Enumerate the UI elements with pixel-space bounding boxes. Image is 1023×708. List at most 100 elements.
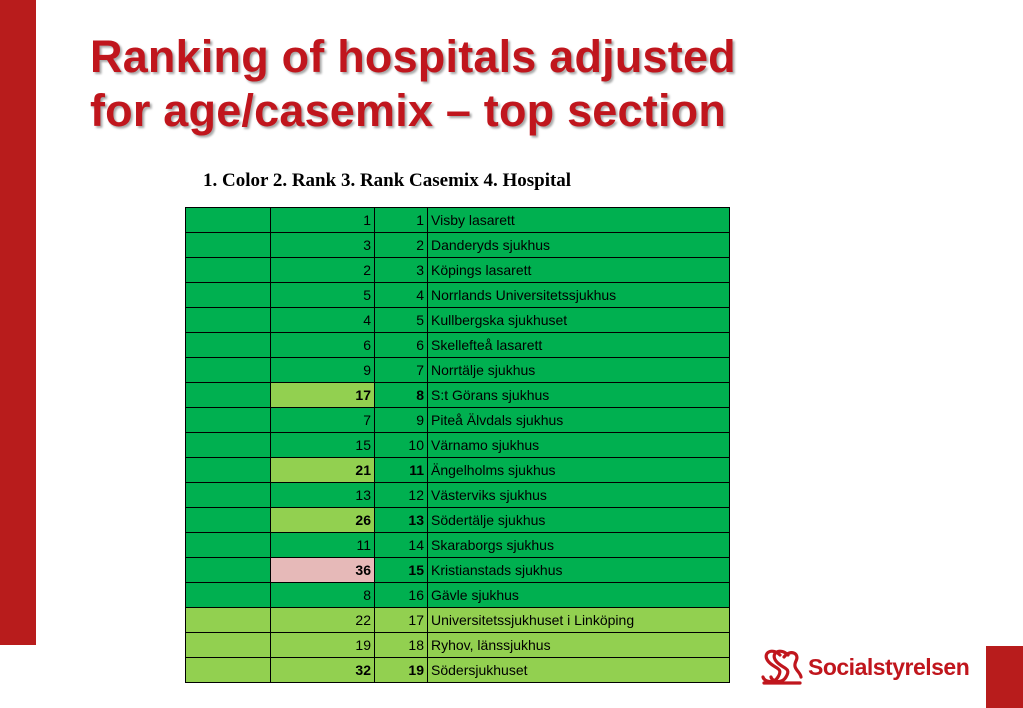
hospital-cell: Kristianstads sjukhus bbox=[427, 557, 730, 583]
rank-casemix-cell: 13 bbox=[374, 507, 428, 533]
rank-cell: 4 bbox=[270, 307, 375, 333]
table-row: 32 19 Södersjukhuset bbox=[185, 657, 730, 683]
table-row: 13 12 Västerviks sjukhus bbox=[185, 482, 730, 508]
table-row: 3 2 Danderyds sjukhus bbox=[185, 232, 730, 258]
rank-casemix-cell: 18 bbox=[374, 632, 428, 658]
hospital-cell: Ängelholms sjukhus bbox=[427, 457, 730, 483]
table-row: 11 14 Skaraborgs sjukhus bbox=[185, 532, 730, 558]
rank-cell: 32 bbox=[270, 657, 375, 683]
table-row: 5 4 Norrlands Universitetssjukhus bbox=[185, 282, 730, 308]
color-cell bbox=[185, 357, 271, 383]
hospital-cell: Ryhov, länssjukhus bbox=[427, 632, 730, 658]
table-row: 6 6 Skellefteå lasarett bbox=[185, 332, 730, 358]
rank-cell: 5 bbox=[270, 282, 375, 308]
left-accent-bar bbox=[0, 0, 36, 645]
color-cell bbox=[185, 557, 271, 583]
table-row: 9 7 Norrtälje sjukhus bbox=[185, 357, 730, 383]
hospital-cell: Norrlands Universitetssjukhus bbox=[427, 282, 730, 308]
rank-casemix-cell: 5 bbox=[374, 307, 428, 333]
color-cell bbox=[185, 482, 271, 508]
table-row: 21 11 Ängelholms sjukhus bbox=[185, 457, 730, 483]
rank-casemix-cell: 12 bbox=[374, 482, 428, 508]
hospital-cell: Visby lasarett bbox=[427, 207, 730, 233]
color-cell bbox=[185, 407, 271, 433]
color-cell bbox=[185, 232, 271, 258]
table-row: 15 10 Värnamo sjukhus bbox=[185, 432, 730, 458]
color-cell bbox=[185, 507, 271, 533]
color-cell bbox=[185, 257, 271, 283]
color-cell bbox=[185, 207, 271, 233]
rank-casemix-cell: 1 bbox=[374, 207, 428, 233]
socialstyrelsen-emblem-icon bbox=[761, 649, 803, 685]
color-cell bbox=[185, 332, 271, 358]
rank-casemix-cell: 10 bbox=[374, 432, 428, 458]
rank-casemix-cell: 17 bbox=[374, 607, 428, 633]
rank-cell: 17 bbox=[270, 382, 375, 408]
color-cell bbox=[185, 532, 271, 558]
rank-casemix-cell: 2 bbox=[374, 232, 428, 258]
color-cell bbox=[185, 382, 271, 408]
hospital-cell: S:t Görans sjukhus bbox=[427, 382, 730, 408]
rank-casemix-cell: 16 bbox=[374, 582, 428, 608]
table-row: 26 13 Södertälje sjukhus bbox=[185, 507, 730, 533]
rank-casemix-cell: 15 bbox=[374, 557, 428, 583]
rank-cell: 1 bbox=[270, 207, 375, 233]
page-title: Ranking of hospitals adjusted for age/ca… bbox=[90, 30, 736, 138]
table-row: 17 8 S:t Görans sjukhus bbox=[185, 382, 730, 408]
hospital-cell: Kullbergska sjukhuset bbox=[427, 307, 730, 333]
table-row: 8 16 Gävle sjukhus bbox=[185, 582, 730, 608]
hospital-cell: Gävle sjukhus bbox=[427, 582, 730, 608]
rank-cell: 2 bbox=[270, 257, 375, 283]
socialstyrelsen-logo: Socialstyrelsen bbox=[760, 647, 970, 687]
hospital-cell: Västerviks sjukhus bbox=[427, 482, 730, 508]
hospital-cell: Värnamo sjukhus bbox=[427, 432, 730, 458]
rank-cell: 13 bbox=[270, 482, 375, 508]
color-cell bbox=[185, 307, 271, 333]
table-row: 4 5 Kullbergska sjukhuset bbox=[185, 307, 730, 333]
ranking-table-body: 1 1 Visby lasarett 3 2 Danderyds sjukhus 2 3 Köp… bbox=[185, 207, 730, 683]
rank-casemix-cell: 4 bbox=[374, 282, 428, 308]
rank-casemix-cell: 6 bbox=[374, 332, 428, 358]
color-cell bbox=[185, 432, 271, 458]
table-row: 22 17 Universitetssjukhuset i Linköping bbox=[185, 607, 730, 633]
hospital-cell: Norrtälje sjukhus bbox=[427, 357, 730, 383]
rank-cell: 6 bbox=[270, 332, 375, 358]
rank-casemix-cell: 8 bbox=[374, 382, 428, 408]
hospital-ranking-table: 1 1 Visby lasarett 3 2 Danderyds sjukhus 2 3 Köp… bbox=[185, 207, 730, 683]
rank-casemix-cell: 11 bbox=[374, 457, 428, 483]
rank-cell: 8 bbox=[270, 582, 375, 608]
table-row: 1 1 Visby lasarett bbox=[185, 207, 730, 233]
hospital-cell: Danderyds sjukhus bbox=[427, 232, 730, 258]
hospital-cell: Södertälje sjukhus bbox=[427, 507, 730, 533]
rank-casemix-cell: 9 bbox=[374, 407, 428, 433]
table-row: 19 18 Ryhov, länssjukhus bbox=[185, 632, 730, 658]
rank-cell: 19 bbox=[270, 632, 375, 658]
color-cell bbox=[185, 457, 271, 483]
color-cell bbox=[185, 582, 271, 608]
title-line-2: for age/casemix – top section bbox=[90, 85, 727, 136]
rank-casemix-cell: 7 bbox=[374, 357, 428, 383]
hospital-cell: Skellefteå lasarett bbox=[427, 332, 730, 358]
right-accent-bar bbox=[986, 646, 1023, 708]
hospital-cell: Köpings lasarett bbox=[427, 257, 730, 283]
rank-cell: 7 bbox=[270, 407, 375, 433]
color-cell bbox=[185, 607, 271, 633]
hospital-cell: Piteå Älvdals sjukhus bbox=[427, 407, 730, 433]
hospital-cell: Skaraborgs sjukhus bbox=[427, 532, 730, 558]
rank-cell: 22 bbox=[270, 607, 375, 633]
logo-text: Socialstyrelsen bbox=[808, 653, 970, 680]
color-cell bbox=[185, 657, 271, 683]
column-legend: 1. Color 2. Rank 3. Rank Casemix 4. Hosp… bbox=[203, 170, 572, 191]
rank-cell: 21 bbox=[270, 457, 375, 483]
table-row: 7 9 Piteå Älvdals sjukhus bbox=[185, 407, 730, 433]
rank-cell: 26 bbox=[270, 507, 375, 533]
rank-cell: 9 bbox=[270, 357, 375, 383]
table-row: 2 3 Köpings lasarett bbox=[185, 257, 730, 283]
rank-cell: 36 bbox=[270, 557, 375, 583]
title-line-1: Ranking of hospitals adjusted bbox=[90, 31, 736, 82]
hospital-cell: Universitetssjukhuset i Linköping bbox=[427, 607, 730, 633]
rank-cell: 3 bbox=[270, 232, 375, 258]
rank-casemix-cell: 3 bbox=[374, 257, 428, 283]
rank-casemix-cell: 14 bbox=[374, 532, 428, 558]
table-row: 36 15 Kristianstads sjukhus bbox=[185, 557, 730, 583]
